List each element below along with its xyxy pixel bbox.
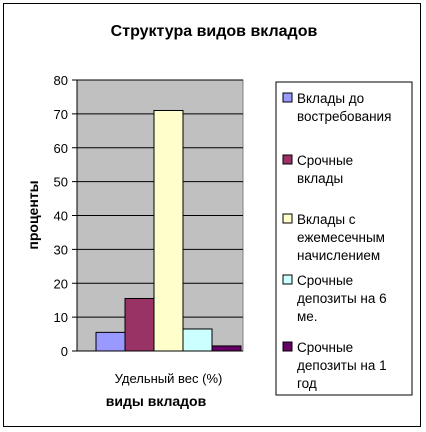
y-tick-label: 70: [54, 107, 68, 122]
legend-swatch-4: [282, 274, 293, 285]
y-tick-label: 20: [54, 276, 68, 291]
bar-2: [124, 297, 155, 352]
chart-title: Структура видов вкладов: [111, 23, 318, 40]
y-tick-label: 80: [54, 73, 68, 88]
bar-3: [153, 109, 184, 352]
legend-label-3: Вклады с ежемесечным начислением: [297, 212, 385, 263]
x-axis-title: виды вкладов: [106, 393, 207, 409]
legend-swatch-2: [282, 154, 293, 165]
x-category-label: Удельный вес (%): [115, 371, 223, 386]
bar-4: [182, 328, 213, 352]
legend: Вклады до востребования Срочные вклады Вклад…: [275, 81, 413, 396]
legend-swatch-5: [282, 341, 293, 352]
y-tick-label: 10: [54, 310, 68, 325]
y-tick-label: 60: [54, 141, 68, 156]
y-axis-title: проценты: [25, 180, 41, 249]
legend-box: [275, 81, 413, 396]
legend-label-5: Срочные депозиты на 1 год: [297, 340, 387, 391]
y-tick-label: 40: [54, 209, 68, 224]
legend-label-1: Вклады до востребования: [297, 91, 391, 124]
y-tick-label: 30: [54, 242, 68, 257]
bar-5: [211, 345, 242, 352]
bar-1: [95, 331, 126, 352]
legend-label-4: Срочные депозиты на 6 ме.: [297, 273, 387, 324]
legend-label-2: Срочные вклады: [297, 153, 353, 186]
plot-area: 0 10 20 30 40 50 60 70 80 Удельный вес (%): [54, 73, 244, 386]
y-tick-label: 0: [61, 344, 68, 359]
y-tick-label: 50: [54, 175, 68, 190]
legend-swatch-3: [282, 213, 293, 224]
legend-swatch-1: [282, 92, 293, 103]
